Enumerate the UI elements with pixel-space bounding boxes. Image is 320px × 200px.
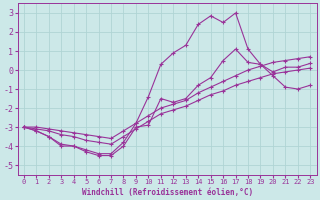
X-axis label: Windchill (Refroidissement éolien,°C): Windchill (Refroidissement éolien,°C) [82,188,253,197]
